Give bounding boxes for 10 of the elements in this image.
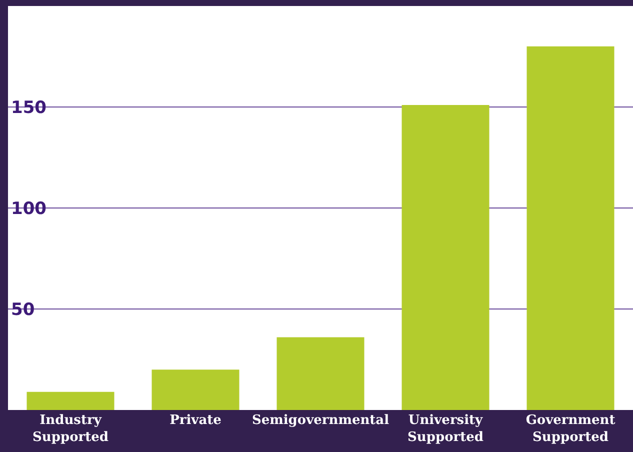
x-tick-label: University Supported: [408, 413, 484, 445]
bar: [526, 46, 614, 410]
x-tick-label: Government Supported: [526, 413, 616, 445]
x-tick-label: Private: [170, 413, 222, 428]
bar: [402, 104, 490, 410]
bar: [276, 337, 364, 410]
x-tick-label: Industry Supported: [32, 413, 108, 445]
x-tick-label: Semigovernmental: [252, 413, 390, 428]
bar: [152, 370, 240, 410]
bar: [26, 392, 114, 410]
